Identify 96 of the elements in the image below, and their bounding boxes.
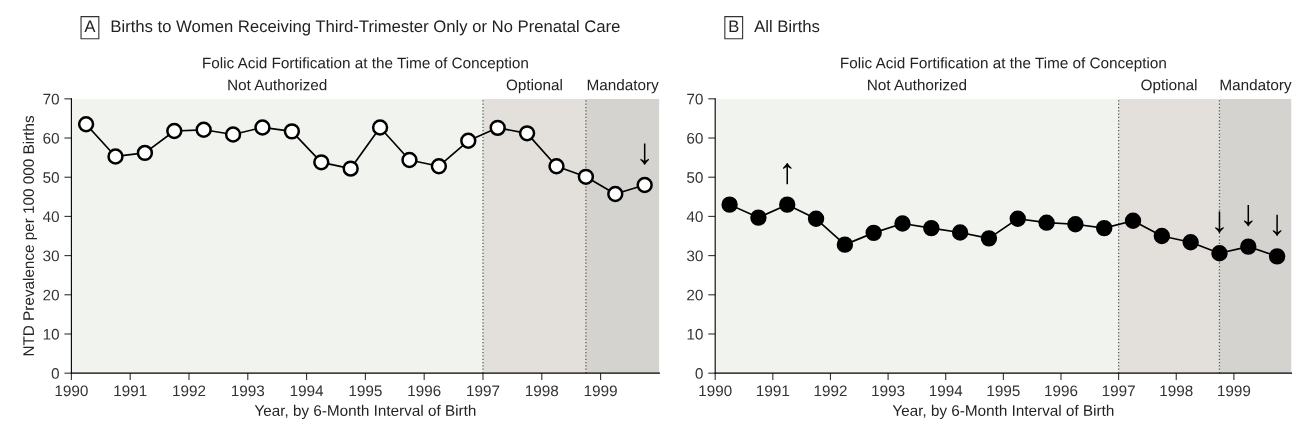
y-tick-label: 60	[43, 132, 59, 144]
point	[548, 158, 565, 175]
y-tick-label: 70	[687, 93, 703, 105]
point	[224, 126, 242, 143]
x-tick-label: 1991	[114, 385, 147, 397]
x-tick-label: 1999	[584, 385, 617, 397]
band-label: Not Authorized	[868, 79, 967, 91]
x-tick-label: 1997	[1102, 385, 1135, 397]
chart-subtitle: Folic Acid Fortification at the Time of Conception	[203, 57, 528, 72]
chart-title: Births to Women Receiving Third-Trimester Only or No Prenatal Care	[111, 19, 620, 36]
annotation: ↑	[783, 162, 792, 185]
point	[923, 219, 940, 237]
y-tick-label: 0	[695, 368, 703, 379]
point	[342, 160, 359, 177]
point	[195, 121, 212, 138]
x-tick-label: 1994	[929, 385, 963, 397]
point	[1240, 238, 1257, 255]
x-tick-label: 1995	[987, 385, 1020, 397]
point	[136, 144, 154, 162]
band-label: Optional	[1141, 79, 1197, 94]
annotation: ↓	[640, 143, 649, 165]
y-tick-label: 50	[43, 172, 59, 183]
x-tick-label: 1993	[231, 385, 265, 397]
point	[401, 151, 418, 169]
point	[430, 158, 448, 175]
x-tick-label: 1991	[757, 385, 790, 397]
point	[865, 224, 882, 242]
x-tick-label: 1997	[467, 385, 500, 397]
point	[1182, 234, 1199, 251]
point	[1153, 227, 1171, 245]
point	[951, 224, 969, 241]
point	[636, 176, 653, 194]
point	[980, 230, 998, 247]
x-tick-label: 1995	[349, 385, 382, 397]
point	[371, 119, 389, 136]
point	[577, 168, 595, 186]
annotation: ↓	[1215, 211, 1224, 233]
point	[1268, 248, 1286, 265]
point	[894, 215, 911, 232]
point	[518, 125, 536, 142]
x-tick-label: 1993	[872, 385, 905, 397]
x-tick-label: 1998	[525, 385, 559, 397]
point	[779, 196, 796, 213]
chart-title: All Births	[754, 19, 820, 33]
x-tick-label: 1996	[408, 385, 441, 397]
point	[1009, 210, 1026, 227]
x-tick-label: 1990	[699, 385, 732, 397]
y-tick-label: 0	[51, 368, 59, 379]
point	[607, 185, 624, 203]
band-label: Not Authorized	[228, 79, 327, 91]
y-tick-label: 40	[686, 211, 703, 223]
y-tick-label: 30	[43, 250, 59, 262]
y-tick-label: 60	[687, 132, 703, 144]
x-axis-title: Year, by 6-Month Interval of Birth	[892, 404, 1114, 420]
chart-subtitle: Folic Acid Fortification at the Time of Conception	[841, 57, 1166, 72]
text: B	[729, 20, 739, 32]
point	[77, 116, 95, 133]
point	[313, 154, 330, 171]
x-tick-label: 1998	[1160, 385, 1193, 397]
x-axis-title: Year, by 6-Month Interval of Birth	[254, 404, 476, 420]
x-tick-label: 1999	[1218, 385, 1251, 397]
point	[1096, 219, 1113, 237]
band-label: Optional	[506, 79, 562, 94]
y-tick-label: 20	[43, 289, 59, 301]
y-tick-label: 10	[43, 328, 59, 340]
annotation: ↓	[1272, 214, 1282, 237]
band-label: Mandatory	[1220, 79, 1292, 94]
y-tick-label: 30	[686, 250, 703, 262]
point	[1124, 212, 1142, 229]
point	[254, 119, 271, 136]
point	[489, 119, 506, 137]
point	[1038, 214, 1055, 231]
text: A	[84, 20, 96, 32]
point	[721, 196, 738, 213]
band-label: Mandatory	[587, 79, 659, 94]
y-axis-title: NTD Prevalence per 100 000 Births	[22, 115, 38, 356]
y-tick-label: 70	[43, 93, 59, 105]
annotation: ↓	[1244, 204, 1253, 227]
point	[1067, 216, 1084, 233]
point	[807, 210, 825, 227]
point	[836, 236, 854, 253]
x-tick-label: 1992	[814, 385, 847, 397]
x-tick-label: 1992	[173, 385, 206, 397]
point	[166, 122, 183, 140]
point	[107, 148, 124, 165]
y-tick-label: 50	[687, 172, 703, 183]
point	[750, 209, 767, 226]
x-tick-label: 1990	[55, 385, 88, 397]
y-tick-label: 20	[687, 289, 703, 301]
y-tick-label: 10	[687, 328, 703, 340]
point	[460, 132, 477, 149]
x-tick-label: 1994	[290, 385, 324, 397]
x-tick-label: 1996	[1045, 385, 1078, 397]
point	[283, 123, 301, 140]
y-tick-label: 40	[42, 211, 59, 223]
point	[1211, 245, 1228, 262]
